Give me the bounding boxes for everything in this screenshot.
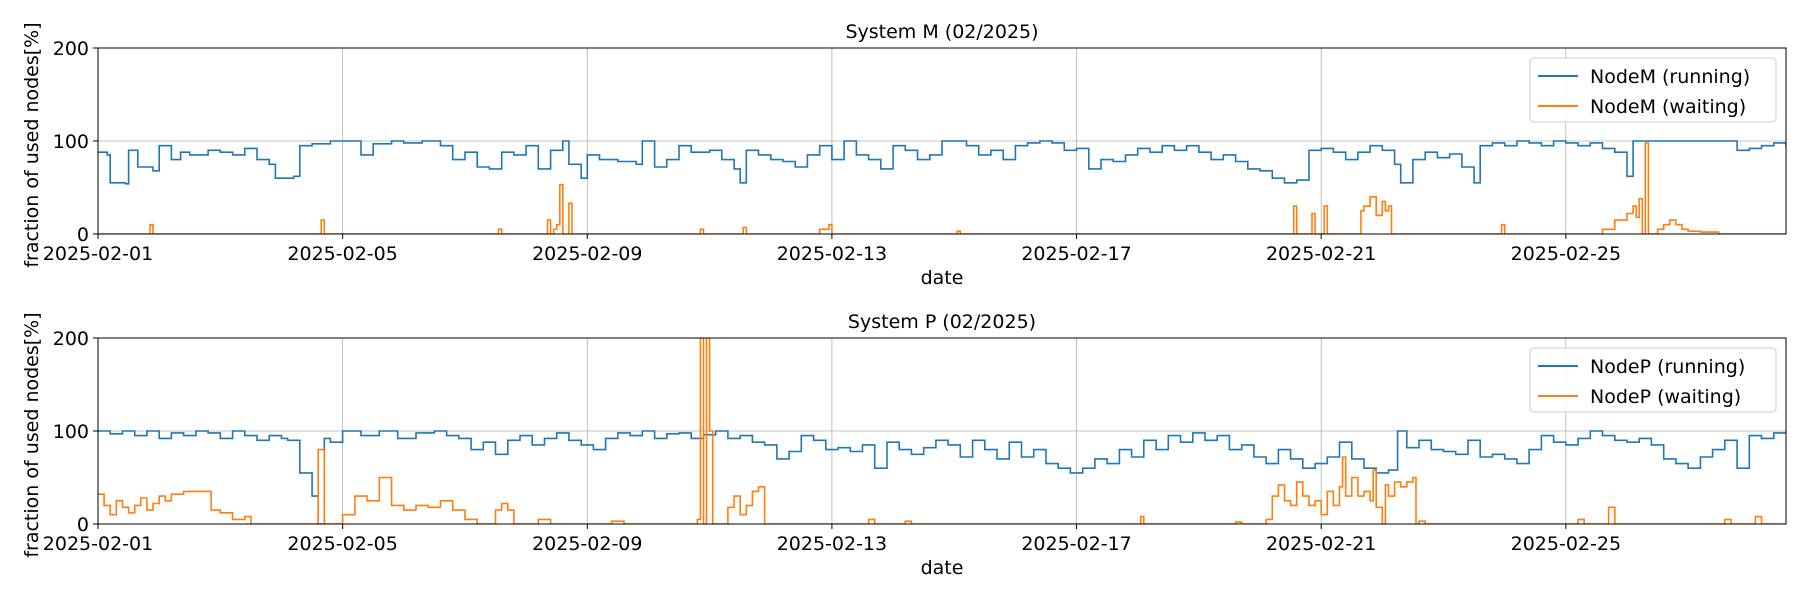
legend: NodeP (running) NodeP (waiting) xyxy=(1529,347,1777,413)
y-tick-label: 200 xyxy=(53,38,89,60)
chart-title: System P (02/2025) xyxy=(848,311,1036,333)
x-tick-label: 2025-02-21 xyxy=(1266,533,1376,555)
x-tick-label: 2025-02-01 xyxy=(43,533,153,555)
chart-panel-2: 2025-02-01 2025-02-05 2025-02-09 2025-02-13… xyxy=(21,311,1787,579)
series-line-running xyxy=(98,430,1786,524)
legend-box xyxy=(1529,347,1777,413)
chart-title: System M (02/2025) xyxy=(845,21,1038,43)
y-tick-label: 0 xyxy=(77,224,89,246)
x-axis-label: date xyxy=(921,267,964,289)
legend: NodeM (running) NodeM (waiting) xyxy=(1529,57,1777,123)
legend-label-running: NodeM (running) xyxy=(1590,66,1750,88)
y-tick-label: 200 xyxy=(53,328,89,350)
y-tick-label: 100 xyxy=(53,421,89,443)
x-tick-label: 2025-02-25 xyxy=(1511,533,1621,555)
x-tick-label: 2025-02-13 xyxy=(777,533,887,555)
legend-label-waiting: NodeM (waiting) xyxy=(1590,96,1746,118)
x-tick-label: 2025-02-25 xyxy=(1511,243,1621,265)
legend-label-waiting: NodeP (waiting) xyxy=(1590,386,1741,408)
x-axis-label: date xyxy=(921,557,964,579)
y-tick-label: 100 xyxy=(53,131,89,153)
x-tick-label: 2025-02-17 xyxy=(1021,533,1131,555)
y-axis-label: fraction of used nodes[%] xyxy=(21,22,43,267)
x-tick-label: 2025-02-09 xyxy=(532,533,642,555)
x-tick-label: 2025-02-01 xyxy=(43,243,153,265)
series-line-waiting xyxy=(98,142,1786,234)
x-tick-label: 2025-02-05 xyxy=(287,533,397,555)
x-tick-label: 2025-02-21 xyxy=(1266,243,1376,265)
legend-box xyxy=(1529,57,1777,123)
y-tick-label: 0 xyxy=(77,514,89,536)
series-line-running xyxy=(98,140,1786,185)
legend-label-running: NodeP (running) xyxy=(1590,356,1745,378)
y-axis-label: fraction of used nodes[%] xyxy=(21,312,43,557)
chart-panel-1: 2025-02-01 2025-02-05 2025-02-09 2025-02-13… xyxy=(21,21,1787,289)
x-tick-label: 2025-02-13 xyxy=(777,243,887,265)
x-tick-label: 2025-02-09 xyxy=(532,243,642,265)
series-line-waiting xyxy=(98,338,1786,524)
x-tick-label: 2025-02-05 xyxy=(287,243,397,265)
x-tick-label: 2025-02-17 xyxy=(1021,243,1131,265)
